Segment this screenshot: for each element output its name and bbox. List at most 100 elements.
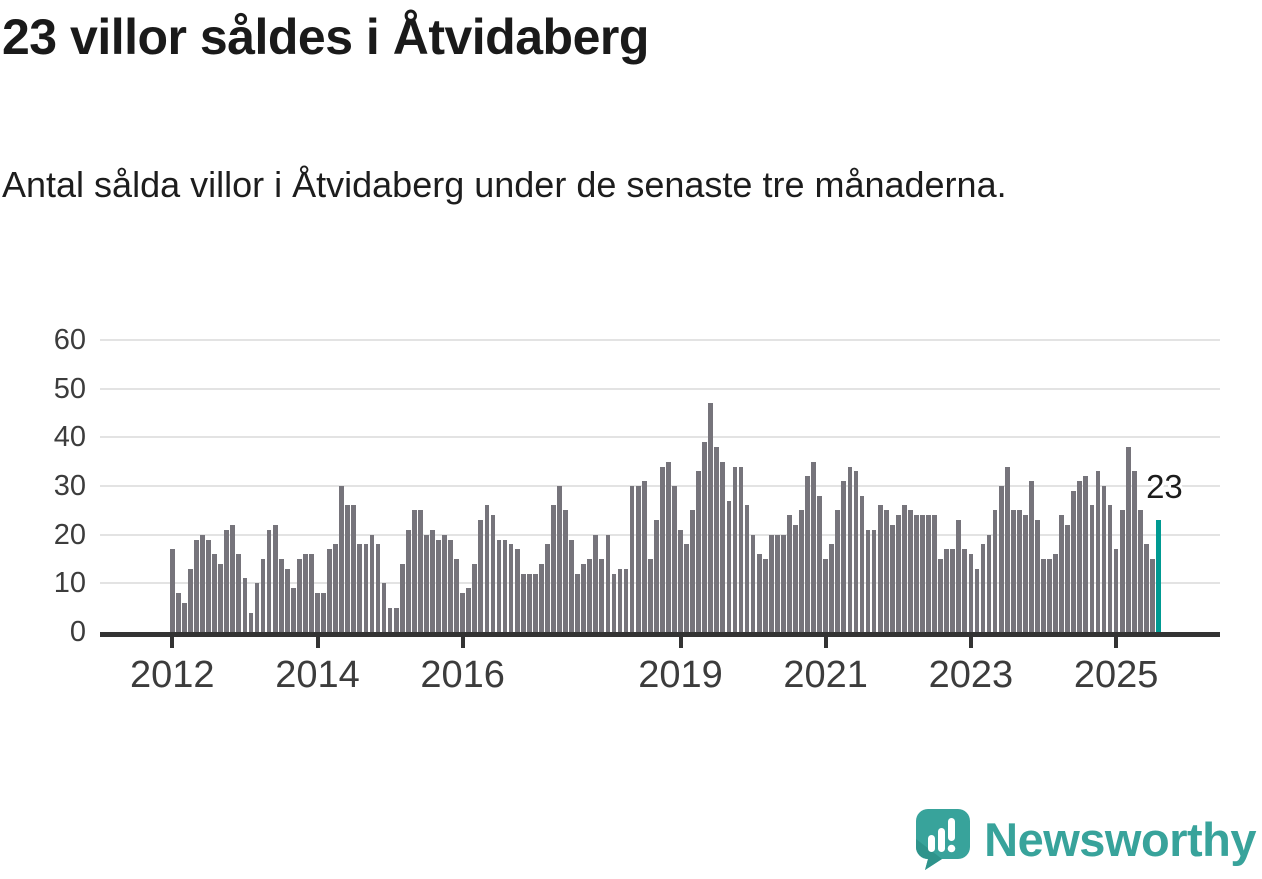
- x-axis-tick-2019: [678, 637, 683, 648]
- bar-2013-07: [278, 558, 284, 632]
- bar-2024-04: [1059, 515, 1065, 632]
- bar-2018-12: [672, 485, 677, 632]
- bar-2021-07: [859, 495, 865, 632]
- bar-2019-10: [732, 466, 738, 632]
- highlight-value-label: 23: [1146, 468, 1183, 506]
- bar-2013-03: [254, 583, 260, 632]
- bar-2024-07: [1077, 481, 1083, 632]
- bar-2021-12: [889, 524, 895, 632]
- bar-2021-03: [835, 510, 841, 632]
- bar-2016-11: [520, 573, 526, 632]
- bar-2018-01: [605, 534, 611, 632]
- bar-2022-01: [895, 515, 901, 632]
- bar-2015-04: [405, 529, 411, 632]
- bar-2024-03: [1053, 554, 1058, 632]
- bar-2022-02: [901, 505, 907, 632]
- y-axis-label-50: 50: [53, 372, 86, 405]
- bar-2017-01: [532, 573, 538, 632]
- bar-2013-11: [303, 554, 308, 632]
- bar-2025-03: [1125, 447, 1131, 632]
- bar-2019-05: [702, 442, 708, 632]
- bar-2017-11: [593, 534, 599, 632]
- bar-2012-02: [175, 593, 181, 632]
- bar-2014-11: [375, 544, 381, 632]
- bar-2020-01: [750, 534, 756, 632]
- bar-2016-08: [502, 539, 508, 632]
- bar-2023-04: [986, 534, 992, 632]
- bar-2024-11: [1101, 485, 1107, 632]
- bar-2014-06: [345, 505, 351, 632]
- x-axis-label-2014: 2014: [275, 654, 360, 696]
- bar-2022-03: [908, 510, 913, 632]
- bar-2020-09: [799, 510, 804, 632]
- bar-2019-04: [696, 471, 702, 632]
- bar-2018-09: [653, 520, 659, 632]
- x-axis-label-2021: 2021: [783, 654, 868, 696]
- bar-2019-08: [720, 461, 726, 632]
- x-axis-tick-2016: [460, 637, 465, 648]
- bar-2024-05: [1065, 524, 1071, 632]
- bar-2017-07: [569, 539, 574, 632]
- bar-2020-04: [768, 534, 774, 632]
- x-axis-label-2025: 2025: [1073, 654, 1159, 696]
- bar-2020-06: [780, 534, 786, 632]
- bar-2025-07: [1150, 558, 1155, 632]
- bar-2015-10: [442, 534, 447, 632]
- bar-2023-11: [1029, 481, 1034, 632]
- bar-2021-01: [823, 558, 829, 632]
- bar-2014-12: [381, 583, 387, 632]
- newsworthy-bubble-chart-icon: [912, 807, 974, 871]
- y-axis-label-60: 60: [53, 323, 86, 356]
- bar-2015-01: [387, 607, 393, 632]
- x-axis-tick-2025: [1114, 637, 1119, 648]
- bar-2022-08: [938, 558, 944, 632]
- bar-2018-03: [617, 568, 623, 632]
- bar-2020-10: [805, 476, 810, 632]
- bar-2016-06: [490, 515, 496, 632]
- bar-2016-02: [466, 588, 472, 632]
- bar-2023-12: [1035, 520, 1040, 632]
- bar-2018-04: [623, 568, 629, 632]
- x-axis-tick-2012: [170, 637, 175, 648]
- bar-2021-05: [847, 466, 853, 632]
- y-axis-label-20: 20: [53, 518, 86, 551]
- y-axis-label-10: 10: [53, 567, 86, 600]
- bar-2012-11: [230, 524, 236, 632]
- bar-2024-09: [1089, 505, 1095, 632]
- bar-2015-09: [436, 539, 441, 632]
- bar-2021-04: [841, 481, 847, 632]
- bar-2013-10: [296, 558, 302, 632]
- bar-2014-04: [333, 544, 339, 632]
- bar-2019-03: [690, 510, 695, 632]
- bar-2015-08: [430, 529, 435, 632]
- bar-2013-01: [242, 578, 248, 632]
- bar-2013-08: [284, 568, 290, 632]
- bar-2015-05: [411, 510, 417, 632]
- x-axis-label-2019: 2019: [638, 654, 723, 696]
- bar-2014-09: [363, 544, 369, 632]
- bar-2017-03: [545, 544, 550, 632]
- bar-2016-09: [508, 544, 514, 632]
- bar-2012-07: [206, 539, 211, 632]
- y-axis-label-40: 40: [53, 421, 86, 454]
- bar-2017-08: [575, 573, 581, 632]
- x-axis-line: [100, 632, 1220, 637]
- bar-2015-02: [393, 607, 399, 632]
- bar-2024-08: [1083, 476, 1089, 632]
- bar-2019-12: [744, 505, 750, 632]
- bar-2014-05: [339, 485, 345, 632]
- bar-2022-10: [950, 549, 956, 632]
- bar-2015-11: [448, 539, 453, 632]
- chart-subtitle: Antal sålda villor i Åtvidaberg under de…: [2, 164, 1007, 205]
- bar-2023-01: [968, 554, 974, 632]
- bar-2012-10: [224, 529, 230, 632]
- bar-2013-09: [290, 588, 296, 632]
- bar-2015-12: [454, 558, 460, 632]
- bar-2017-12: [599, 558, 605, 632]
- gridline-60: [100, 338, 1220, 341]
- bar-2012-05: [194, 539, 199, 632]
- newsworthy-logo[interactable]: Newsworthy: [912, 807, 1256, 871]
- bar-2012-12: [236, 554, 242, 632]
- bar-2019-01: [678, 529, 683, 632]
- bar-2012-01: [169, 549, 175, 632]
